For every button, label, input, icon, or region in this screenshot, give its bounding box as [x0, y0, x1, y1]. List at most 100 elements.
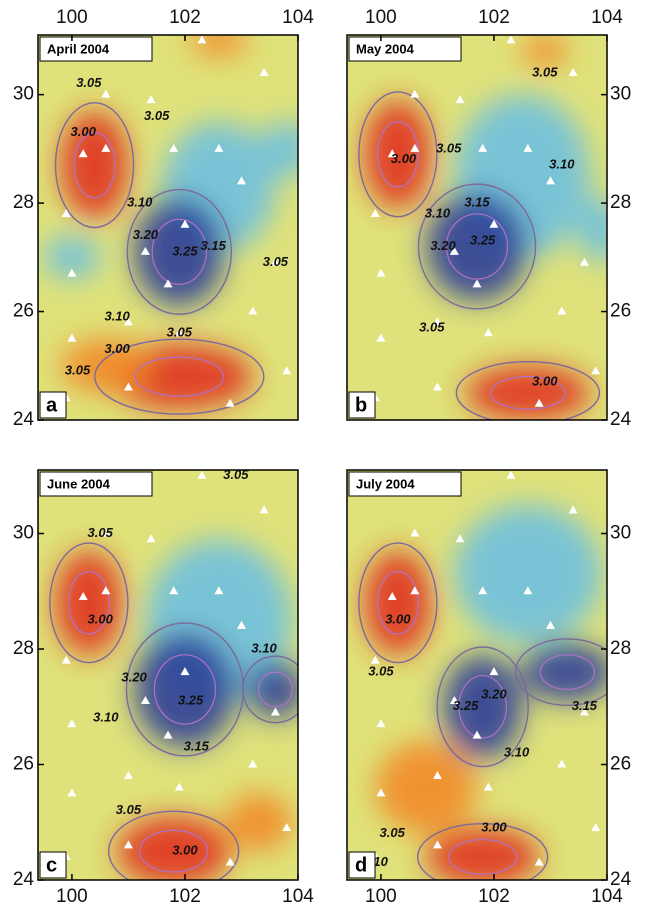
y-tick-label: 26: [610, 301, 631, 322]
contour-label: 3.05: [88, 525, 114, 540]
contour-label: 3.25: [172, 243, 198, 258]
station: [478, 586, 488, 595]
title-box: [348, 36, 462, 62]
station: [472, 279, 482, 288]
station: [174, 782, 184, 791]
contour-line: [416, 823, 549, 880]
label-box: [348, 851, 376, 879]
station: [523, 586, 533, 595]
x-tick-label: 100: [365, 7, 397, 28]
station: [61, 208, 71, 217]
panel-title: July 2004: [356, 476, 415, 491]
station: [197, 470, 207, 479]
contour-line: [242, 655, 298, 724]
field-blob: [134, 197, 225, 307]
contour-line: [257, 671, 293, 708]
x-tick-label: 100: [56, 7, 88, 28]
station: [489, 219, 499, 228]
contour-line: [126, 188, 233, 315]
field-blob: [426, 192, 528, 301]
field-blob: [117, 816, 231, 880]
contour-label: 3.00: [88, 612, 114, 627]
station: [449, 246, 459, 255]
contour-label: 3.15: [184, 739, 210, 754]
contour-label: 3.05: [263, 254, 289, 269]
label-box: [39, 851, 67, 879]
field-blob: [522, 643, 607, 701]
contour-line: [417, 183, 537, 310]
station: [478, 143, 488, 152]
station: [140, 246, 150, 255]
station: [472, 730, 482, 739]
station: [568, 67, 578, 76]
contour-line: [448, 838, 518, 875]
station: [67, 719, 77, 728]
contour-label: 3.05: [368, 664, 394, 679]
field-blob: [443, 654, 523, 759]
contour-label: 3.25: [453, 698, 479, 713]
contour-label: 3.10: [104, 308, 130, 323]
contour-label: 3.05: [65, 363, 91, 378]
contour-label: 3.10: [127, 195, 153, 210]
station: [523, 143, 533, 152]
contour-label: 3.15: [464, 195, 490, 210]
contour-line: [376, 571, 419, 635]
field-blob: [190, 35, 248, 57]
station: [259, 505, 269, 514]
station: [534, 857, 544, 866]
x-tick-label: 102: [169, 7, 201, 28]
y-tick-label: 28: [610, 638, 631, 659]
x-tick-label: 102: [478, 886, 510, 907]
contour-label: 3.05: [532, 64, 558, 79]
contour-label: 3.10: [93, 710, 119, 725]
panel-frame: [37, 469, 299, 881]
station: [174, 328, 184, 337]
station: [248, 759, 258, 768]
contour-label: 3.05: [116, 802, 142, 817]
station: [180, 219, 190, 228]
station: [225, 398, 235, 407]
station: [370, 208, 380, 217]
station: [410, 89, 420, 98]
y-tick-label: 24: [13, 869, 35, 890]
contour-line: [358, 542, 438, 664]
panel-letter: d: [355, 854, 367, 876]
y-tick-label: 30: [13, 84, 34, 105]
y-tick-label: 24: [610, 409, 632, 430]
y-tick-label: 26: [13, 754, 34, 775]
contour-label: 3.25: [470, 232, 496, 247]
station: [545, 176, 555, 185]
station: [146, 95, 156, 104]
station: [387, 592, 397, 601]
station: [506, 35, 516, 44]
station: [557, 306, 567, 315]
field-blob: [578, 197, 607, 263]
contour-line: [73, 132, 116, 199]
panel-frame: [37, 34, 299, 421]
station: [236, 176, 246, 185]
station: [410, 143, 420, 152]
station: [410, 586, 420, 595]
station: [78, 149, 88, 158]
contour-label: 3.00: [172, 843, 198, 858]
title-box: [39, 471, 153, 497]
station: [169, 143, 179, 152]
contour-label: 3.25: [178, 692, 204, 707]
station: [101, 89, 111, 98]
field-blob: [258, 121, 298, 176]
panel-letter: c: [46, 854, 57, 876]
station: [449, 695, 459, 704]
contour-label: 3.05: [436, 140, 462, 155]
station: [123, 382, 133, 391]
contour-line: [539, 654, 596, 691]
station: [101, 586, 111, 595]
contour-line: [67, 571, 110, 635]
x-tick-label: 100: [365, 886, 397, 907]
contour-label: 3.00: [385, 612, 411, 627]
contour-line: [107, 810, 240, 880]
y-tick-label: 24: [13, 409, 35, 430]
station: [432, 317, 442, 326]
station: [214, 143, 224, 152]
field-blob: [522, 35, 568, 68]
